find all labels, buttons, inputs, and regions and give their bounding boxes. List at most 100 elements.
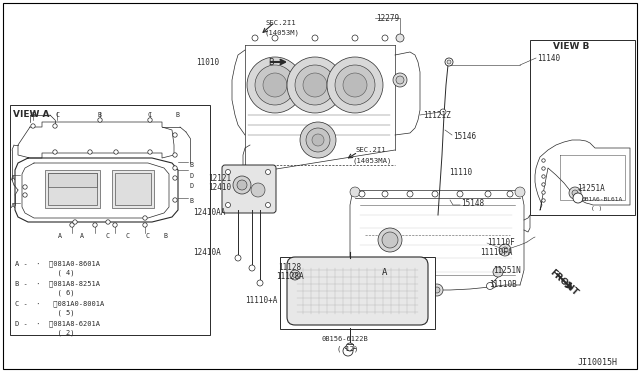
- Circle shape: [434, 287, 440, 293]
- Circle shape: [235, 255, 241, 261]
- Text: SEC.2I1: SEC.2I1: [356, 147, 387, 153]
- Circle shape: [233, 176, 251, 194]
- Circle shape: [52, 150, 57, 154]
- Text: 11128: 11128: [278, 263, 301, 272]
- Text: (14053MA): (14053MA): [353, 157, 392, 164]
- Circle shape: [290, 270, 300, 280]
- Text: FRONT: FRONT: [548, 268, 580, 298]
- Bar: [48, 173, 97, 205]
- Text: B: B: [163, 233, 167, 239]
- Text: C: C: [125, 233, 129, 239]
- Text: B: B: [98, 112, 102, 118]
- Text: B: B: [190, 162, 194, 168]
- Text: C -  ·   Ⓑ081A0-8001A
          ( 5): C - · Ⓑ081A0-8001A ( 5): [15, 300, 104, 316]
- Text: ( 12): ( 12): [337, 345, 358, 352]
- Circle shape: [312, 35, 318, 41]
- Circle shape: [143, 216, 147, 220]
- Circle shape: [382, 35, 388, 41]
- Circle shape: [52, 124, 57, 128]
- Text: B: B: [268, 58, 273, 67]
- Circle shape: [73, 220, 77, 224]
- Circle shape: [346, 343, 354, 351]
- Circle shape: [396, 76, 404, 84]
- Circle shape: [148, 118, 152, 122]
- Circle shape: [378, 228, 402, 252]
- Text: SEC.2I1: SEC.2I1: [265, 20, 296, 26]
- Circle shape: [335, 65, 375, 105]
- Circle shape: [225, 202, 230, 208]
- Circle shape: [432, 191, 438, 197]
- Text: A -  ·  Ⓑ081A0-8601A
          ( 4): A - · Ⓑ081A0-8601A ( 4): [15, 260, 100, 276]
- Circle shape: [93, 223, 97, 227]
- Text: 0B1A6-BL61A: 0B1A6-BL61A: [582, 197, 623, 202]
- Text: C: C: [55, 112, 59, 118]
- Circle shape: [572, 190, 578, 196]
- Circle shape: [295, 65, 335, 105]
- Circle shape: [98, 118, 102, 122]
- Text: A: A: [11, 203, 15, 209]
- Text: (14053M): (14053M): [265, 29, 300, 35]
- Bar: [10, 105, 210, 335]
- Circle shape: [31, 124, 35, 128]
- Text: C: C: [146, 233, 150, 239]
- Text: A: A: [58, 233, 62, 239]
- FancyBboxPatch shape: [222, 165, 276, 213]
- Circle shape: [249, 265, 255, 271]
- Circle shape: [143, 223, 147, 227]
- Bar: [530, 40, 635, 215]
- Text: VIEW B: VIEW B: [553, 42, 589, 51]
- Text: 11110F: 11110F: [487, 238, 515, 247]
- Circle shape: [445, 58, 453, 66]
- Circle shape: [114, 150, 118, 154]
- Text: D: D: [190, 183, 194, 189]
- Text: VIEW A: VIEW A: [13, 110, 49, 119]
- Text: 11251N: 11251N: [493, 266, 521, 275]
- Text: 11110: 11110: [449, 168, 472, 177]
- Text: A: A: [382, 268, 388, 277]
- Circle shape: [251, 183, 265, 197]
- Bar: [112, 170, 154, 208]
- Circle shape: [350, 187, 360, 197]
- Circle shape: [396, 34, 404, 42]
- Bar: [48, 173, 97, 187]
- Text: 15148: 15148: [461, 199, 484, 208]
- FancyBboxPatch shape: [287, 257, 428, 325]
- Circle shape: [343, 346, 353, 356]
- Text: A: A: [11, 175, 15, 181]
- Text: C: C: [106, 233, 110, 239]
- Circle shape: [515, 187, 525, 197]
- Circle shape: [23, 193, 27, 197]
- Circle shape: [266, 170, 271, 174]
- Circle shape: [486, 282, 493, 289]
- Circle shape: [173, 133, 177, 137]
- Circle shape: [263, 73, 287, 97]
- Circle shape: [225, 170, 230, 174]
- Text: D: D: [190, 173, 194, 179]
- Text: 15146: 15146: [453, 132, 476, 141]
- Circle shape: [300, 122, 336, 158]
- Text: 11140: 11140: [537, 54, 560, 63]
- Circle shape: [499, 244, 511, 256]
- Circle shape: [148, 150, 152, 154]
- Circle shape: [569, 187, 581, 199]
- Circle shape: [343, 73, 367, 97]
- Text: 11251A: 11251A: [577, 184, 605, 193]
- Circle shape: [257, 280, 263, 286]
- Circle shape: [23, 185, 27, 189]
- Text: 0B156-6122B: 0B156-6122B: [322, 336, 369, 342]
- Text: B -  ·  Ⓑ081A8-8251A
          ( 6): B - · Ⓑ081A8-8251A ( 6): [15, 280, 100, 296]
- Circle shape: [382, 191, 388, 197]
- Bar: [115, 173, 151, 205]
- Circle shape: [507, 191, 513, 197]
- Circle shape: [327, 57, 383, 113]
- Circle shape: [382, 232, 398, 248]
- Circle shape: [173, 153, 177, 157]
- Text: 11010: 11010: [196, 58, 219, 67]
- Text: 11128A: 11128A: [276, 272, 304, 281]
- Circle shape: [447, 60, 451, 64]
- Circle shape: [312, 134, 324, 146]
- Circle shape: [440, 109, 446, 115]
- Bar: [280, 257, 435, 329]
- Text: 12410A: 12410A: [193, 248, 221, 257]
- Text: 11121Z: 11121Z: [423, 111, 451, 120]
